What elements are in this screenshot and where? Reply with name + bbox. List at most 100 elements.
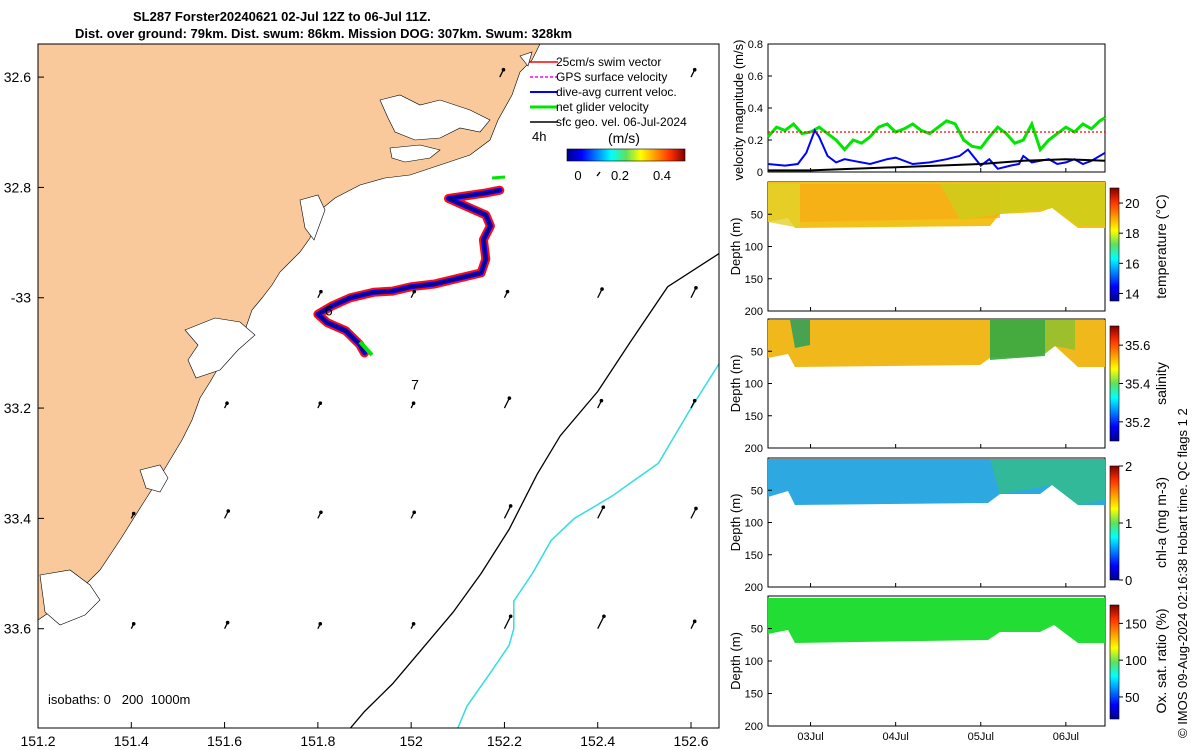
- legend-swim-label: 25cm/s swim vector: [556, 55, 661, 69]
- map-y-axis: 32.6 32.8 -33 33.2 33.4 33.6: [4, 69, 44, 637]
- geo-vector-head-19: [694, 506, 698, 511]
- geo-vector-head-7: [225, 401, 229, 406]
- colorbar-tick-0.4: 0.4: [653, 168, 671, 183]
- lake: [389, 144, 441, 163]
- chla-green-patch: [990, 459, 1105, 505]
- figure-title-line2: Dist. over ground: 79km. Dist. swum: 86k…: [75, 26, 573, 41]
- legend-4h-note: 4h: [532, 129, 546, 144]
- geo-vector-head-10: [507, 396, 512, 400]
- temperature-cbar-label: temperature (°C): [1153, 194, 1169, 298]
- velocity-ylabel: velocity magnitude (m/s): [731, 40, 746, 181]
- oxygen-ylabel: Depth (m): [728, 632, 743, 690]
- day-label-7: 7: [411, 376, 419, 392]
- isobaths-label: isobaths: 0 200 1000m: [48, 692, 190, 707]
- time-tick-label-3: 06Jul: [1053, 731, 1079, 743]
- geo-vector-head-25: [602, 614, 606, 619]
- velocity-plot-frame: [767, 43, 1106, 173]
- geo-vector-head-6: [694, 286, 698, 290]
- temperature-y-tick-label-2: 150: [745, 274, 763, 286]
- temperature-colorbar: [1109, 187, 1120, 302]
- geo-vector-head-4: [505, 289, 510, 294]
- geo-vector-head-22: [318, 622, 323, 626]
- colorbar-tick-0.2: 0.2: [611, 168, 629, 183]
- geo-vector-6: [690, 287, 697, 299]
- imos-stamp: © IMOS 09-Aug-2024 02:16:38 Hobart time.…: [1175, 408, 1190, 738]
- map-x-tick-label-2: 151.6: [207, 733, 242, 749]
- geo-vector-head-20: [131, 622, 136, 626]
- legend-geo-label: sfc geo. vel. 06-Jul-2024: [556, 115, 687, 129]
- temperature-cbar-tick-label-0: 14: [1125, 286, 1139, 301]
- oxygen-section: [768, 598, 1105, 643]
- lake: [379, 94, 491, 141]
- lake: [39, 569, 101, 626]
- map-x-axis: 151.2 151.4 151.6 151.8 152 152.2 152.4 152.6: [20, 722, 709, 749]
- map-legend: 25cm/s swim vector GPS surface velocity …: [530, 55, 687, 183]
- chla-cbar-tick-label-2: 2: [1125, 459, 1132, 474]
- chla-cbar-tick-label-1: 1: [1125, 516, 1132, 531]
- velocity-y-tick-label-4: 0.8: [748, 39, 763, 51]
- oxygen-y-tick-label-3: 200: [745, 721, 763, 733]
- salinity-cbar-tick-label-0: 35.2: [1125, 415, 1150, 430]
- geo-vector-head-12: [692, 398, 697, 403]
- chla-ylabel: Depth (m): [728, 494, 743, 552]
- geo-vector-head-17: [508, 504, 513, 508]
- geo-vector-head-14: [226, 509, 231, 513]
- time-tick-label-2: 05Jul: [968, 731, 994, 743]
- geo-vector-head-13: [131, 511, 136, 516]
- geo-vector-head-2: [319, 289, 323, 294]
- geo-vector-head-24: [508, 614, 513, 619]
- geo-vector-24: [503, 615, 512, 630]
- velocity-colorbar: [566, 148, 686, 162]
- salinity-cbar-tick-label-1: 35.4: [1125, 377, 1150, 392]
- net-velocity-end: [358, 340, 374, 357]
- salinity-mid-patch: [1045, 320, 1075, 354]
- salinity-cbar-tick-label-2: 35.6: [1125, 338, 1150, 353]
- colorbar-units: (m/s): [608, 130, 640, 146]
- salinity-cbar-label: salinity: [1153, 362, 1169, 405]
- temperature-cbar-tick-label-3: 20: [1125, 196, 1139, 211]
- velocity-series-group: [766, 116, 1106, 172]
- velocity-y-tick-label-1: 0.2: [748, 135, 763, 147]
- salinity-y-tick-label-0: 50: [751, 346, 763, 358]
- legend-gps-label: GPS surface velocity: [556, 70, 667, 84]
- geo-vector-head-5: [600, 287, 604, 291]
- velocity-y-axis: 0 0.2 0.4 0.6 0.8: [748, 39, 772, 179]
- geostrophic-vectors: [130, 67, 698, 630]
- geo-vector-head-11: [599, 398, 604, 403]
- geo-vector-head-0: [501, 67, 506, 72]
- isobath-1000m-line: [457, 363, 719, 728]
- velocity-y-tick-label-2: 0.4: [748, 103, 763, 115]
- geo-vector-head-9: [411, 401, 416, 406]
- map-x-tick-label-7: 152.6: [673, 733, 708, 749]
- chla-cbar-tick-label-0: 0: [1125, 573, 1132, 588]
- velocity-y-tick-label-0: 0: [757, 167, 763, 179]
- velocity-y-tick-label-3: 0.6: [748, 71, 763, 83]
- map-x-tick-label-4: 152: [399, 733, 423, 749]
- geo-vector-17: [503, 505, 512, 519]
- lake: [299, 194, 326, 241]
- figure-title-line1: SL287 Forster20240621 02-Jul 12Z to 06-J…: [133, 9, 431, 24]
- salinity-fresh-patch: [990, 320, 1045, 360]
- geo-vector-head-26: [692, 619, 697, 624]
- salinity-y-tick-label-1: 100: [745, 379, 763, 391]
- oxygen-y-tick-label-0: 50: [751, 624, 763, 636]
- geo-vector-10: [503, 397, 510, 409]
- map-y-tick-label-3: 33.2: [4, 400, 31, 416]
- map-y-tick-label-5: 33.6: [4, 621, 31, 637]
- oxygen-cbar-tick-label-1: 100: [1125, 653, 1147, 668]
- chla-y-tick-label-3: 200: [745, 582, 763, 594]
- chla-colorbar: [1109, 465, 1120, 581]
- map-frame: [37, 43, 720, 729]
- oxygen-y-tick-label-1: 100: [745, 656, 763, 668]
- geo-vector-head-3: [412, 289, 417, 294]
- lake: [519, 51, 533, 67]
- map-x-tick-label-3: 151.8: [300, 733, 335, 749]
- lake: [139, 464, 169, 493]
- temperature-cool-patch: [940, 184, 1105, 226]
- map-y-tick-label-1: 32.8: [4, 179, 31, 195]
- geo-vector-head-18: [601, 505, 606, 510]
- temperature-y-tick-label-0: 50: [751, 209, 763, 221]
- land-mass: [38, 44, 541, 621]
